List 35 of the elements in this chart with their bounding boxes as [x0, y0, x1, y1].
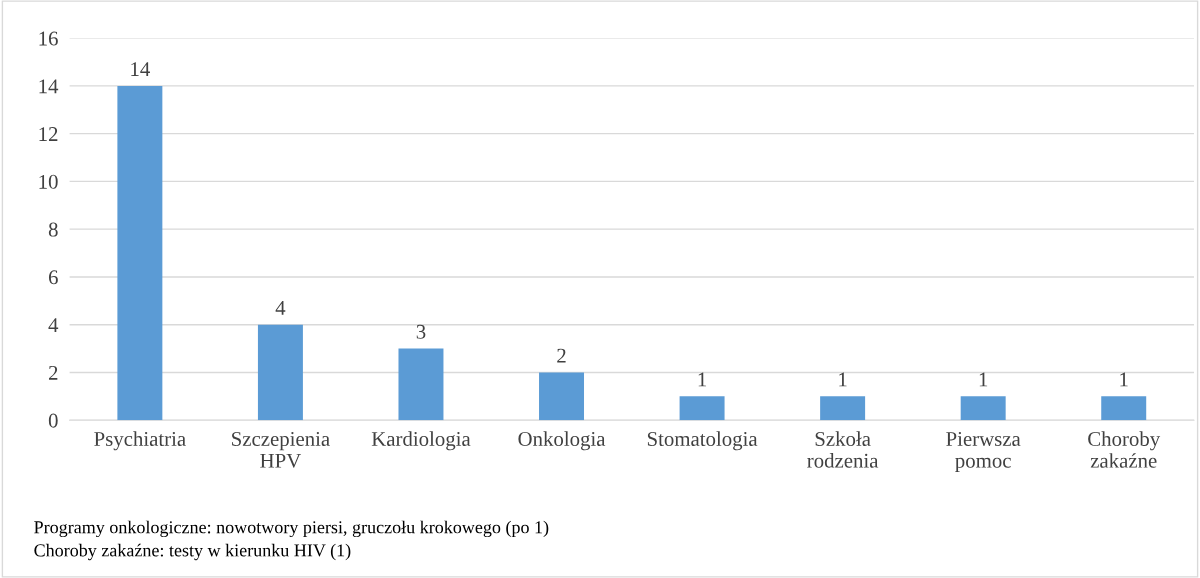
y-tick-label: 12: [39, 127, 58, 141]
x-tick-label: Stomatologia: [647, 431, 758, 451]
bar: [1101, 396, 1147, 421]
y-tick-label: 4: [48, 318, 59, 332]
x-tick-label: Choroby zakaźne: [1088, 431, 1161, 468]
data-label: 1: [839, 372, 847, 387]
y-tick-label: 2: [48, 365, 58, 380]
text: Programy onkologiczne: nowotwory piersi, gruczołu krokowego (po 1): [34, 520, 549, 538]
bar: [679, 396, 725, 421]
x-tick-label: Onkologia: [518, 431, 606, 451]
y-tick-label: 14: [39, 79, 59, 94]
data-label: 1: [979, 372, 988, 387]
y-tick-label: 16: [39, 31, 58, 46]
x-tick-label: Psychiatria: [94, 431, 186, 451]
x-tick-label: Pierwsza pomoc: [946, 431, 1021, 472]
y-tick-label: 8: [48, 222, 58, 237]
y-tick-label: 6: [48, 270, 58, 285]
bar: [539, 372, 585, 421]
bar: [117, 85, 163, 421]
bar: [820, 396, 866, 421]
x-tick-label: Szczepienia HPV: [232, 431, 330, 468]
y-tick-label: 10: [39, 174, 58, 189]
bar: [960, 396, 1006, 421]
data-label: 14: [131, 62, 150, 76]
data-label: 2: [557, 348, 566, 363]
data-label: 1: [1120, 372, 1128, 387]
y-tick-label: 0: [48, 413, 58, 428]
data-label: 4: [275, 300, 286, 315]
x-tick-label: Szkoła rodzenia: [807, 431, 879, 468]
x-tick-label: Kardiologia: [371, 431, 471, 451]
bar: [257, 324, 303, 421]
bar: [398, 348, 444, 421]
data-label: 1: [698, 372, 707, 387]
data-label: 3: [416, 324, 426, 339]
text: Choroby zakaźne: testy w kierunku HIV (1): [34, 543, 351, 561]
